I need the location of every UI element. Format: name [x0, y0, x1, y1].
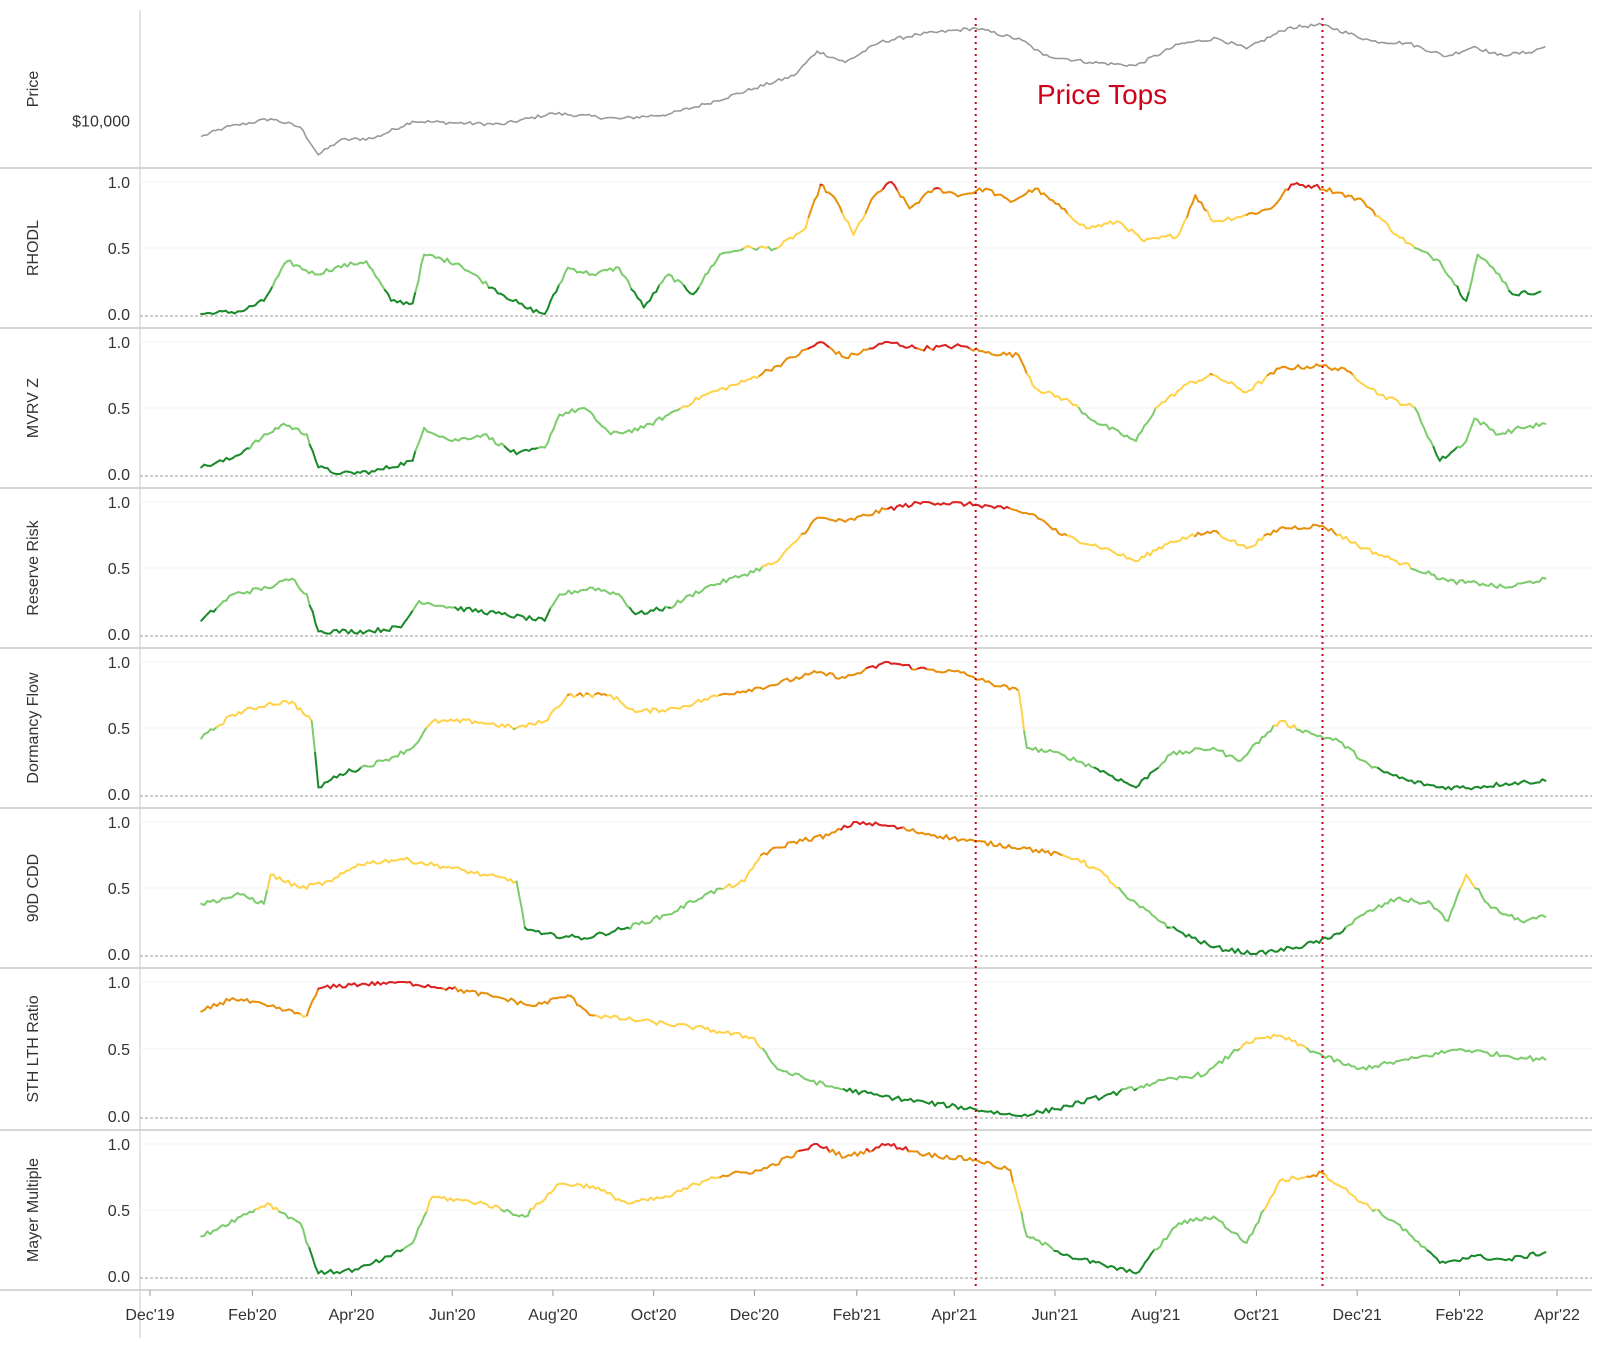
y-tick-label-rhodl: 0.0	[108, 307, 130, 324]
x-tick-label: Oct'21	[1234, 1307, 1280, 1324]
y-tick-label-90d-cdd: 1.0	[108, 815, 130, 832]
y-tick-label-sth-lth-ratio: 1.0	[108, 975, 130, 992]
y-tick-label-rhodl: 0.5	[108, 241, 130, 258]
x-tick-label: Dec'19	[125, 1307, 174, 1324]
y-tick-label-mvrv-z: 1.0	[108, 335, 130, 352]
panel-label-price: Price	[25, 71, 42, 108]
x-tick-label: Apr'21	[931, 1307, 977, 1324]
series-segment-mvrv-z	[1542, 423, 1545, 424]
y-tick-label-90d-cdd: 0.5	[108, 881, 130, 898]
panel-label-mayer-multiple: Mayer Multiple	[25, 1158, 42, 1262]
panel-label-rhodl: RHODL	[25, 220, 42, 276]
series-segment-rhodl	[1537, 292, 1540, 293]
x-tick-label: Feb'22	[1435, 1307, 1484, 1324]
panel-label-sth-lth-ratio: STH LTH Ratio	[25, 995, 42, 1102]
x-tick-label: Aug'20	[528, 1307, 577, 1324]
x-tick-label: Apr'20	[329, 1307, 375, 1324]
panel-label-reserve-risk: Reserve Risk	[25, 519, 42, 615]
panel-label-90d-cdd: 90D CDD	[25, 854, 42, 922]
x-tick-label: Dec'20	[730, 1307, 779, 1324]
x-tick-label: Aug'21	[1131, 1307, 1180, 1324]
panel-label-mvrv-z: MVRV Z	[25, 378, 42, 438]
price-tops-annotation: Price Tops	[1037, 79, 1167, 110]
x-tick-label: Feb'20	[228, 1307, 277, 1324]
y-tick-label-sth-lth-ratio: 0.0	[108, 1109, 130, 1126]
y-tick-label-dormancy-flow: 0.0	[108, 787, 130, 804]
panel-label-dormancy-flow: Dormancy Flow	[25, 672, 42, 784]
series-segment-dormancy-flow	[1542, 779, 1545, 781]
x-tick-label: Feb'21	[833, 1307, 882, 1324]
y-tick-label-90d-cdd: 0.0	[108, 947, 130, 964]
price-tick-label: $10,000	[72, 113, 130, 130]
y-tick-label-reserve-risk: 0.0	[108, 627, 130, 644]
series-segment-mayer-multiple	[1542, 1252, 1545, 1253]
y-tick-label-mvrv-z: 0.0	[108, 467, 130, 484]
x-tick-label: Jun'20	[429, 1307, 476, 1324]
y-tick-label-mayer-multiple: 1.0	[108, 1137, 130, 1154]
x-tick-label: Dec'21	[1333, 1307, 1382, 1324]
y-tick-label-dormancy-flow: 1.0	[108, 655, 130, 672]
y-tick-label-reserve-risk: 0.5	[108, 561, 130, 578]
y-tick-label-mayer-multiple: 0.5	[108, 1203, 130, 1220]
y-tick-label-sth-lth-ratio: 0.5	[108, 1042, 130, 1059]
y-tick-label-dormancy-flow: 0.5	[108, 721, 130, 738]
x-tick-label: Apr'22	[1534, 1307, 1580, 1324]
x-tick-label: Oct'20	[631, 1307, 677, 1324]
x-tick-label: Jun'21	[1032, 1307, 1079, 1324]
y-tick-label-reserve-risk: 1.0	[108, 495, 130, 512]
y-tick-label-mvrv-z: 0.5	[108, 401, 130, 418]
y-tick-label-rhodl: 1.0	[108, 175, 130, 192]
y-tick-label-mayer-multiple: 0.0	[108, 1269, 130, 1286]
series-segment-reserve-risk	[1542, 578, 1545, 579]
